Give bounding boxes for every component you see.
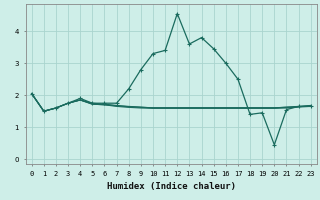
X-axis label: Humidex (Indice chaleur): Humidex (Indice chaleur) <box>107 183 236 192</box>
